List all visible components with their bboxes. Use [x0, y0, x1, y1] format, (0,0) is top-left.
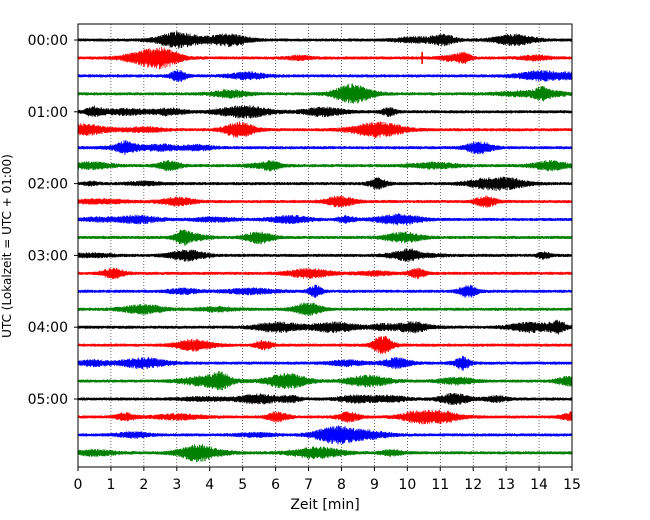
seismic-trace: [77, 392, 573, 406]
x-tick-label: 14: [530, 477, 548, 493]
seismic-trace: [77, 248, 573, 263]
seismic-trace: [77, 229, 573, 246]
x-tick-label: 0: [74, 477, 83, 493]
seismic-trace: [77, 302, 573, 317]
seismic-trace: [77, 267, 573, 280]
x-tick-label: 12: [464, 477, 482, 493]
y-tick-label: 03:00: [28, 248, 68, 264]
seismic-trace: [77, 284, 573, 298]
seismic-trace: [77, 213, 573, 226]
y-tick-label: 05:00: [28, 392, 68, 408]
x-tick-label: 10: [398, 477, 416, 493]
x-tick-label: 6: [271, 477, 280, 493]
seismic-trace: [77, 176, 573, 191]
plot-background: [78, 24, 572, 467]
y-tick-label: 00:00: [28, 33, 68, 49]
seismic-trace: [77, 139, 573, 156]
seismic-trace: [77, 371, 573, 391]
x-tick-label: 7: [304, 477, 313, 493]
y-tick-label: 02:00: [28, 177, 68, 193]
x-tick-label: 13: [497, 477, 515, 493]
plot-frame: [77, 23, 573, 468]
x-tick-label: 9: [370, 477, 379, 493]
seismic-trace: [77, 83, 573, 104]
seismic-trace: [77, 195, 573, 208]
x-axis-label: Zeit [min]: [290, 497, 359, 513]
x-tick-label: 5: [238, 477, 247, 493]
x-tick-label: 15: [563, 477, 581, 493]
x-gridlines: [110, 24, 540, 467]
x-tick-label: 3: [172, 477, 181, 493]
seismic-trace: [77, 319, 573, 335]
y-tick-label: 01:00: [28, 105, 68, 121]
seismic-trace: [77, 159, 573, 172]
seismic-traces: [77, 31, 573, 463]
seismic-trace: [77, 355, 573, 371]
x-tick-label: 8: [337, 477, 346, 493]
seismic-trace: [77, 105, 573, 119]
x-tick-label: 2: [139, 477, 148, 493]
x-axis-ticks: 0 1 2 3 4 5 6 7 8 9 10 11 12 13 14 15: [74, 467, 581, 493]
seismic-trace: [77, 69, 573, 82]
seismic-trace: [77, 121, 573, 138]
seismic-trace: [77, 46, 573, 70]
x-tick-label: 1: [106, 477, 115, 493]
seismic-trace: [77, 335, 573, 354]
seismic-trace: [77, 409, 573, 425]
seismic-trace: [77, 31, 573, 49]
y-tick-label: 04:00: [28, 320, 68, 336]
y-axis-ticks: 00:00 01:00 02:00 03:00 04:00 05:00: [28, 33, 78, 408]
seismic-trace: [77, 425, 573, 445]
seismic-trace: [77, 443, 573, 463]
x-tick-label: 4: [205, 477, 214, 493]
x-tick-label: 11: [431, 477, 449, 493]
y-axis-label: UTC (Lokalzeit = UTC + 01:00): [0, 154, 14, 338]
